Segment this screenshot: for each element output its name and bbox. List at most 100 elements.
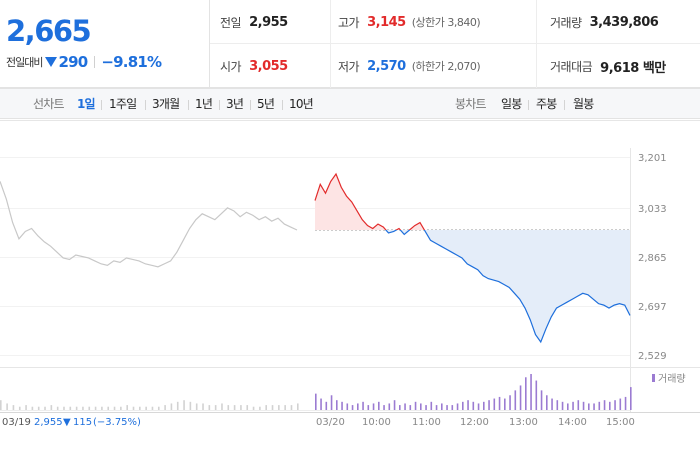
volume-bar <box>221 403 223 410</box>
stat-label: 거래대금 <box>550 59 593 74</box>
volume-bar <box>420 403 422 410</box>
volume-bar <box>383 405 385 410</box>
volume-bar <box>63 406 65 410</box>
volume-bar <box>336 400 338 410</box>
volume-bar <box>346 403 349 410</box>
volume-bar <box>315 393 317 410</box>
volume-legend-swatch <box>652 374 655 382</box>
volume-bar <box>240 405 242 410</box>
volume-bar <box>462 401 464 410</box>
stat-value: 9,618 백만 <box>600 60 666 76</box>
stat-label: 시가 <box>220 59 242 74</box>
y-tick-label: 2,865 <box>638 253 667 264</box>
x-tick-label: 15:00 <box>606 417 635 428</box>
stat-value: 2,570 <box>367 58 406 74</box>
x-tick-label: 03/20 <box>316 417 345 428</box>
volume-bar <box>593 403 595 410</box>
y-tick-label: 2,697 <box>638 302 667 313</box>
divider <box>188 100 189 110</box>
volume-bar <box>598 401 601 410</box>
prev-day-date: 03/19 <box>2 417 31 428</box>
volume-bar <box>498 396 501 410</box>
tab-weekly-candle[interactable]: 주봉 <box>536 97 557 111</box>
volume-bar <box>435 405 438 410</box>
volume-bar <box>535 380 538 410</box>
x-tick-label: 11:00 <box>412 417 441 428</box>
quote-summary: 2,665 전일대비 290 −9.81% 전일 2,955 고가 3,145 … <box>0 0 700 88</box>
price-change-row: 전일대비 290 −9.81% <box>6 52 162 72</box>
volume-bar <box>357 403 359 410</box>
volume-bar <box>82 406 84 410</box>
volume-bar <box>372 403 375 410</box>
volume-bar <box>265 405 268 410</box>
prev-day-line <box>0 181 298 268</box>
volume-bar <box>271 405 274 410</box>
y-gridlines <box>0 157 630 356</box>
volume-bar <box>157 406 160 410</box>
volume-bar <box>582 401 585 410</box>
stat-value: 3,439,806 <box>589 14 659 30</box>
prev-day-close: 2,955 <box>34 417 63 428</box>
volume-bar <box>425 405 427 410</box>
volume-bars <box>0 374 632 410</box>
volume-bar <box>12 405 15 410</box>
prev-day-pct: (−3.75%) <box>93 417 141 428</box>
stat-label: 전일 <box>220 15 242 30</box>
divider <box>250 100 251 110</box>
stat-value: 2,955 <box>249 14 288 30</box>
volume-bar <box>120 406 122 410</box>
volume-bar <box>588 403 590 410</box>
volume-bar <box>509 395 511 410</box>
volume-bar <box>409 405 412 410</box>
stat-label: 고가 <box>338 15 360 30</box>
volume-bar <box>404 403 406 410</box>
tab-3m[interactable]: 3개월 <box>152 97 180 111</box>
volume-bar <box>75 406 78 410</box>
current-price: 2,665 <box>6 14 92 48</box>
volume-bar <box>546 395 548 410</box>
volume-bar <box>325 401 328 410</box>
volume-bar <box>88 406 91 410</box>
volume-bar <box>577 400 580 410</box>
tab-1d[interactable]: 1일 <box>77 97 96 111</box>
volume-bar <box>297 403 299 410</box>
volume-bar <box>183 400 185 410</box>
volume-bar <box>467 400 469 410</box>
volume-bar <box>139 406 141 410</box>
volume-bar <box>446 405 448 410</box>
divider <box>101 100 102 110</box>
y-tick-label: 3,033 <box>638 204 667 215</box>
volume-bar <box>94 406 97 410</box>
stat-grid: 전일 2,955 고가 3,145 (상한가 3,840) 거래량 3,439,… <box>210 0 700 88</box>
down-triangle-icon <box>45 57 58 67</box>
tab-3y[interactable]: 3년 <box>226 97 244 111</box>
price-change-pct: −9.81% <box>101 53 162 71</box>
volume-bar <box>101 406 103 410</box>
volume-bar <box>399 405 401 410</box>
tab-daily-candle[interactable]: 일봉 <box>501 97 522 111</box>
volume-bar <box>284 405 286 410</box>
volume-bar <box>624 396 627 410</box>
volume-bar <box>132 406 135 410</box>
volume-bar <box>514 390 517 410</box>
price-change: 290 <box>58 53 88 71</box>
tab-10y[interactable]: 10년 <box>289 97 314 111</box>
volume-bar <box>145 406 147 410</box>
volume-bar <box>44 406 46 410</box>
today-area-down <box>385 229 630 342</box>
volume-bar <box>31 406 34 410</box>
volume-bar <box>25 405 27 410</box>
tab-1w[interactable]: 1주일 <box>109 97 137 111</box>
down-triangle-icon: ▼ <box>63 417 71 428</box>
volume-bar <box>164 405 166 410</box>
stat-volume: 거래량 3,439,806 <box>536 0 700 44</box>
volume-bar <box>393 400 396 410</box>
volume-bar <box>341 401 343 410</box>
volume-bar <box>189 401 192 410</box>
tab-1y[interactable]: 1년 <box>195 97 213 111</box>
divider <box>528 100 529 110</box>
volume-bar <box>290 405 293 410</box>
tab-5y[interactable]: 5년 <box>257 97 275 111</box>
change-label: 전일대비 <box>6 56 43 69</box>
tab-monthly-candle[interactable]: 월봉 <box>573 97 594 111</box>
